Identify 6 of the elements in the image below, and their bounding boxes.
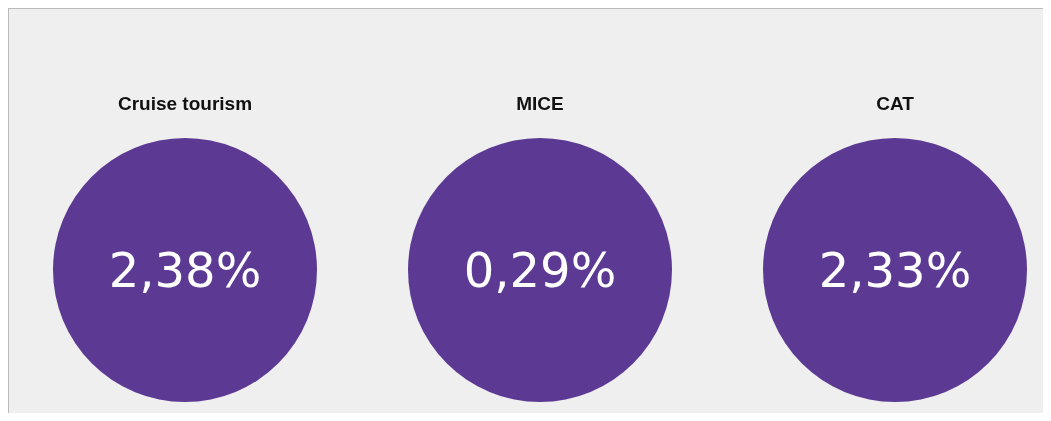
data-label: 2,33%: [818, 242, 972, 298]
data-label: 2,38%: [108, 242, 262, 298]
category-label: MICE: [516, 93, 564, 114]
category-label: CAT: [876, 93, 915, 114]
category-label: Cruise tourism: [117, 93, 253, 114]
data-label: 0,29%: [463, 242, 617, 298]
